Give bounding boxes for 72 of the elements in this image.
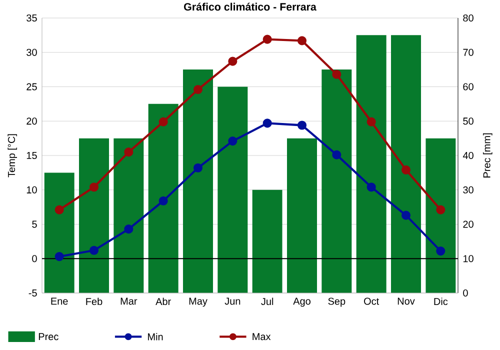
bar [391, 35, 422, 293]
y-tick-label: 20 [26, 118, 37, 125]
point [366, 182, 376, 192]
point [297, 120, 307, 130]
bar [356, 35, 386, 293]
y-tick-label: 30 [26, 48, 37, 56]
point [228, 56, 238, 66]
bar [252, 190, 282, 293]
bar [287, 138, 317, 293]
point [89, 246, 99, 255]
x-tick-label: Abr [156, 298, 171, 306]
point [436, 246, 446, 256]
y2-tick-label: 80 [463, 14, 474, 22]
point [193, 84, 203, 94]
y2-tick-label: 20 [463, 220, 474, 228]
y2-tick-label: 10 [463, 255, 474, 262]
y2-tick-label: 50 [463, 118, 474, 125]
bar [218, 86, 248, 293]
legend-label: Max [252, 333, 271, 340]
y-tick-label: 35 [26, 14, 37, 22]
y-axis-title: Temp [°C] [8, 134, 18, 178]
point [332, 70, 342, 79]
y-tick-label: -5 [28, 290, 37, 296]
point [124, 148, 134, 157]
point [297, 36, 307, 46]
x-tick-label: Oct [364, 298, 380, 305]
x-tick-label: Ene [51, 298, 68, 305]
point [228, 136, 238, 146]
legend-label: Prec [38, 333, 58, 340]
point [54, 205, 64, 214]
x-tick-label: Dic [434, 298, 448, 306]
y-tick-label: 5 [32, 220, 37, 228]
point [262, 34, 272, 44]
point [158, 196, 168, 206]
bar [426, 138, 456, 293]
bar [114, 138, 144, 293]
legend-label: Min [148, 333, 163, 340]
x-tick-label: Jul [261, 298, 274, 306]
y-tick-label: 15 [26, 152, 37, 159]
y-tick-label: 10 [26, 186, 37, 194]
y2-tick-label: 60 [463, 83, 474, 90]
x-tick-label: Ago [293, 298, 310, 307]
bar [322, 70, 352, 293]
point [401, 210, 411, 220]
y2-tick-label: 0 [463, 289, 468, 297]
y-tick-label: 0 [32, 255, 37, 262]
x-tick-label: Jun [224, 298, 240, 305]
bar [79, 138, 109, 293]
y2-tick-label: 40 [462, 152, 474, 160]
bar [148, 104, 178, 293]
y2-tick-label: 30 [463, 186, 474, 194]
x-tick-label: Mar [120, 298, 138, 305]
y2-axis-title: Prec [mm] [483, 133, 492, 178]
point [54, 252, 64, 262]
chart-title: Gráfico climático - Ferrara [184, 2, 316, 11]
bar [44, 172, 74, 293]
y-tick-label: 25 [26, 83, 37, 90]
point [89, 182, 99, 192]
point [124, 224, 134, 234]
x-tick-label: Sep [328, 298, 346, 307]
bar [183, 70, 213, 293]
point [332, 150, 342, 160]
point [401, 165, 411, 174]
point [436, 205, 446, 214]
point [366, 117, 376, 126]
point [193, 163, 203, 172]
point [158, 117, 168, 126]
x-tick-label: Nov [398, 298, 415, 305]
x-tick-label: Feb [86, 298, 102, 306]
y2-tick-label: 70 [463, 48, 474, 56]
x-tick-label: May [189, 298, 208, 307]
point [262, 118, 272, 128]
